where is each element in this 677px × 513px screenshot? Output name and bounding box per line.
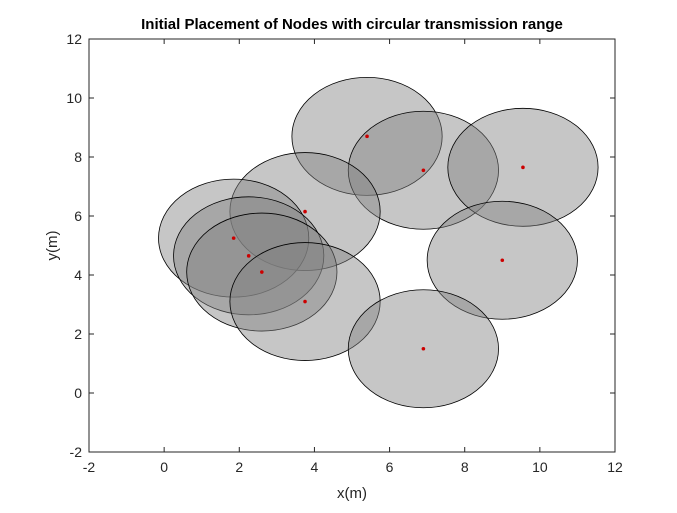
y-tick-label: 4	[74, 267, 82, 283]
x-tick-label: 4	[311, 459, 319, 475]
node-point-9	[500, 258, 505, 263]
node-point-8	[303, 299, 307, 304]
node-point-6	[246, 254, 251, 258]
x-tick-labels: -2 0 2 4 6 8 10 12	[83, 459, 623, 475]
plot-area	[89, 39, 615, 452]
y-tick-label: 2	[74, 326, 82, 342]
node-point-1	[365, 134, 369, 139]
plot-frame	[88, 38, 616, 453]
chart-title: Initial Placement of Nodes with circular…	[141, 16, 563, 33]
y-tick-label: 0	[74, 385, 82, 401]
y-tick-label: 6	[74, 208, 82, 224]
y-tick-labels: -2 0 2 4 6 8 10 12	[66, 31, 82, 460]
node-point-4	[303, 209, 307, 214]
y-axis-label: y(m)	[44, 231, 61, 261]
y-tick-label: 12	[66, 31, 82, 47]
x-tick-label: 2	[235, 459, 243, 475]
y-tick-label: 10	[66, 90, 82, 106]
node-point-2	[421, 168, 426, 173]
x-tick-label: -2	[83, 459, 96, 475]
x-axis-label: x(m)	[337, 485, 367, 502]
x-tick-label: 6	[386, 459, 394, 475]
node-point-3	[521, 165, 525, 170]
node-point-5	[231, 236, 236, 240]
axis-ticks	[88, 38, 616, 453]
node-layer	[231, 134, 525, 351]
x-tick-label: 0	[160, 459, 168, 475]
y-tick-label: -2	[70, 444, 83, 460]
x-tick-label: 12	[607, 459, 623, 475]
node-point-7	[260, 270, 264, 274]
node-point-10	[421, 346, 426, 351]
x-tick-label: 10	[532, 459, 548, 475]
y-tick-label: 8	[74, 149, 82, 165]
x-tick-label: 8	[461, 459, 469, 475]
